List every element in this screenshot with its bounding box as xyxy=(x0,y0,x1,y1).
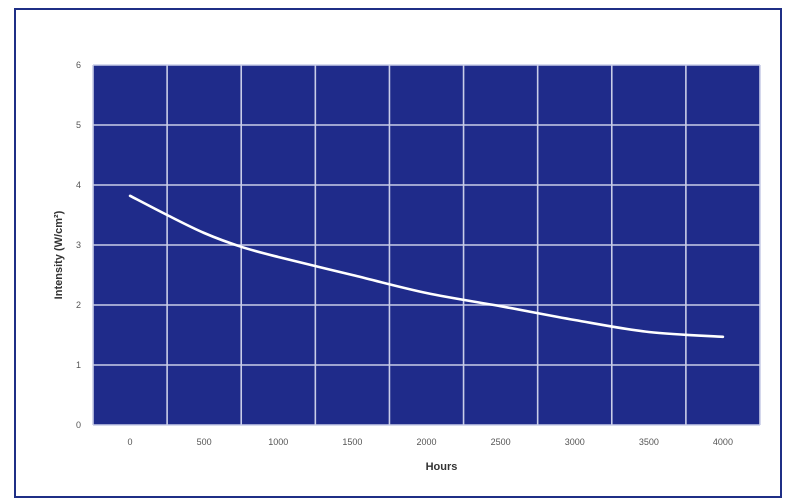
x-tick-label: 2000 xyxy=(416,437,436,447)
x-tick-label: 0 xyxy=(128,437,133,447)
x-tick-label: 1000 xyxy=(268,437,288,447)
y-tick-labels: 0 1 2 3 4 5 6 xyxy=(76,60,81,430)
y-tick-label: 5 xyxy=(76,120,81,130)
y-axis-label: Intensity (W/cm²) xyxy=(53,210,65,299)
y-tick-label: 4 xyxy=(76,180,81,190)
x-tick-label: 1500 xyxy=(342,437,362,447)
y-tick-label: 3 xyxy=(76,240,81,250)
x-tick-label: 3500 xyxy=(639,437,659,447)
x-axis-label: Hours xyxy=(426,461,458,473)
y-tick-label: 1 xyxy=(76,360,81,370)
y-tick-label: 6 xyxy=(76,60,81,70)
x-tick-label: 500 xyxy=(197,437,212,447)
series-line xyxy=(128,194,725,339)
x-tick-label: 3000 xyxy=(565,437,585,447)
x-tick-labels: 0 500 1000 1500 2000 2500 3000 3500 4000 xyxy=(128,437,733,447)
y-tick-label: 0 xyxy=(76,420,81,430)
x-tick-label: 4000 xyxy=(713,437,733,447)
y-tick-label: 2 xyxy=(76,300,81,310)
x-tick-label: 2500 xyxy=(491,437,511,447)
grid-lines xyxy=(92,64,761,426)
